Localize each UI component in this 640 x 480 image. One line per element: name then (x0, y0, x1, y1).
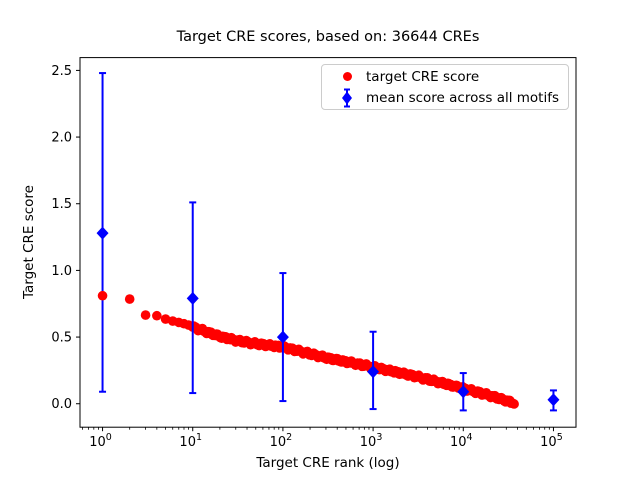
y-axis-label: Target CRE score (21, 185, 37, 299)
mean-score-diamond (96, 226, 109, 240)
svg-text:103: 103 (360, 432, 383, 450)
svg-text:2.0: 2.0 (51, 131, 72, 146)
svg-text:0.5: 0.5 (51, 331, 72, 346)
svg-text:0.0: 0.0 (51, 397, 72, 412)
svg-text:105: 105 (540, 432, 563, 450)
svg-text:101: 101 (179, 432, 202, 450)
blue-diamond-errorbar-marker-icon (328, 88, 366, 108)
legend-label: target CRE score (366, 68, 480, 85)
target-score-rank1-dot (97, 290, 108, 301)
mean-score-diamond (457, 385, 470, 399)
legend-label: mean score across all motifs (366, 89, 560, 106)
x-axis-tick-labels: 100 101 102 103 104 105 (89, 432, 563, 450)
chart-title: Target CRE scores, based on: 36644 CREs (176, 29, 480, 45)
legend: target CRE score mean score across all m… (321, 64, 569, 110)
mean-score-diamond (276, 330, 289, 344)
target-score-rank2-dot (124, 294, 135, 304)
axes-frame (79, 57, 577, 428)
mean-score-diamond (367, 365, 380, 379)
y-axis-tick-labels: 0.0 0.5 1.0 1.5 2.0 2.5 (51, 64, 72, 412)
svg-text:1.5: 1.5 (51, 197, 72, 212)
svg-text:1.0: 1.0 (51, 264, 72, 279)
target-score-series (140, 310, 519, 409)
x-axis-label: Target CRE rank (log) (256, 455, 400, 471)
mean-errorbar-series (96, 72, 560, 412)
x-axis-major-ticks (102, 427, 554, 432)
legend-item-target-score: target CRE score (322, 66, 568, 87)
red-circle-marker-icon (328, 72, 366, 81)
svg-text:100: 100 (89, 432, 112, 450)
legend-item-mean-score: mean score across all motifs (322, 87, 568, 108)
mean-score-diamond (186, 291, 199, 305)
mean-score-diamond (547, 393, 560, 407)
target-score-top-dots (97, 290, 135, 304)
svg-text:104: 104 (450, 432, 473, 450)
svg-text:102: 102 (270, 432, 293, 450)
svg-text:2.5: 2.5 (51, 64, 72, 79)
y-axis-ticks (76, 69, 80, 405)
